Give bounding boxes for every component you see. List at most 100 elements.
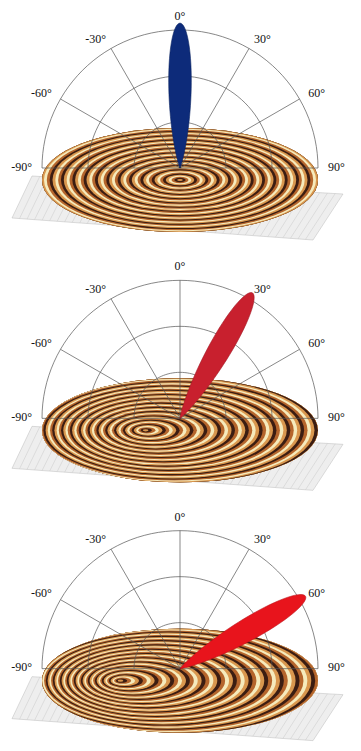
tick-label: 0°	[175, 9, 186, 23]
grid-line	[111, 549, 180, 669]
ring	[46, 636, 284, 726]
ring	[50, 384, 294, 476]
ring	[25, 623, 331, 738]
ring	[118, 418, 186, 444]
tick-label: -30°	[85, 32, 106, 46]
tick-label: 60°	[308, 336, 325, 350]
tick-label: 90°	[328, 410, 345, 424]
ring	[112, 414, 197, 446]
ring	[28, 374, 328, 487]
ring	[92, 405, 228, 456]
ring	[90, 663, 186, 699]
ring	[121, 419, 183, 442]
ground-line	[20, 427, 40, 469]
marks	[169, 23, 192, 168]
ring	[61, 390, 276, 471]
tick-label: -30°	[85, 532, 106, 546]
ring	[111, 675, 139, 686]
tick-label: 0°	[175, 259, 186, 273]
tick-label: -60°	[31, 86, 52, 100]
ring	[96, 407, 221, 454]
ring	[146, 167, 214, 193]
ring	[157, 171, 202, 188]
ring	[136, 426, 159, 435]
grid-line	[60, 99, 180, 168]
ring	[46, 382, 301, 478]
ring	[34, 628, 312, 733]
ring	[23, 622, 335, 739]
ring	[100, 669, 162, 692]
ring	[52, 385, 290, 475]
ring	[74, 396, 255, 464]
ring	[77, 397, 253, 463]
ring	[39, 379, 311, 482]
ring	[55, 641, 265, 720]
ring	[105, 672, 150, 689]
grid-line	[42, 668, 180, 669]
tick-label: 30°	[254, 32, 271, 46]
ring	[95, 666, 174, 696]
ring	[32, 627, 315, 734]
ring	[27, 624, 327, 737]
tick-label: 30°	[254, 282, 271, 296]
panel: -90°-60°-30°0°30°60°90°	[11, 510, 345, 741]
ring	[140, 165, 219, 195]
ring	[59, 389, 280, 472]
ring	[103, 410, 211, 451]
grid-line	[180, 668, 318, 669]
ring	[152, 169, 209, 190]
beam	[180, 594, 306, 668]
ring	[26, 373, 332, 488]
ground-line	[20, 176, 40, 218]
ring	[86, 660, 194, 701]
ring	[63, 646, 244, 714]
tick-label: -60°	[31, 336, 52, 350]
ring	[125, 421, 176, 440]
ring	[90, 404, 232, 457]
ring	[63, 391, 273, 470]
grid-line	[60, 600, 180, 669]
ring	[107, 673, 147, 688]
ring	[99, 408, 218, 453]
ring	[109, 674, 143, 687]
tick-label: -90°	[11, 660, 32, 674]
ground-line	[305, 444, 335, 490]
grid-line	[180, 531, 181, 669]
ring	[143, 429, 149, 431]
ground-line	[20, 677, 40, 719]
panel: -90°-60°-30°0°30°60°90°	[11, 259, 345, 490]
ring	[143, 166, 217, 194]
ring	[112, 676, 135, 685]
ring	[107, 412, 203, 448]
tick-label: 90°	[328, 160, 345, 174]
ring	[54, 387, 286, 475]
ring	[154, 170, 205, 189]
ring	[116, 416, 190, 444]
ring	[174, 178, 185, 182]
ring	[166, 175, 194, 186]
ring	[169, 176, 192, 185]
ring	[101, 409, 214, 452]
ring	[130, 423, 170, 438]
ring	[149, 168, 211, 191]
ground-line	[305, 694, 335, 740]
ring	[134, 425, 162, 436]
ring	[68, 393, 266, 468]
ring	[35, 377, 318, 484]
ring	[116, 679, 127, 683]
ring	[58, 643, 256, 718]
grid-arc	[42, 531, 318, 669]
panel: -90°-60°-30°0°30°60°90°	[11, 9, 345, 240]
ring	[102, 670, 159, 691]
grid-line	[42, 418, 180, 419]
tick-label: 60°	[308, 86, 325, 100]
grid-line	[180, 168, 318, 169]
ring	[48, 383, 297, 477]
ring	[141, 428, 152, 432]
ring	[65, 392, 269, 469]
ring	[70, 394, 263, 467]
tick-label: 0°	[175, 510, 186, 524]
ring	[41, 380, 307, 480]
ring	[94, 406, 224, 455]
tick-label: -60°	[31, 586, 52, 600]
